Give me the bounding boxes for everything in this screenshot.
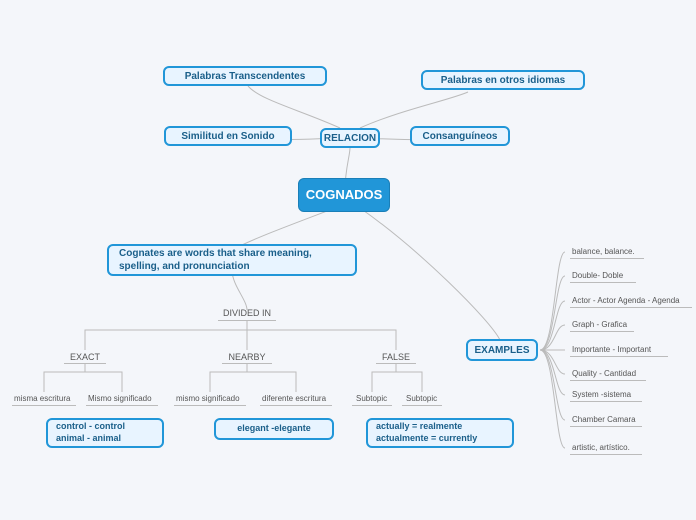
nearby-sub-1: diferente escritura (262, 394, 326, 403)
nearby-sub-0: mismo significado (176, 394, 240, 403)
relacion-node: RELACION (320, 128, 380, 148)
example-item-7: Chamber Camara (572, 415, 636, 424)
false-example: actually = realmente actualmente = curre… (366, 418, 514, 448)
exact-example: control - control animal - animal (46, 418, 164, 448)
example-item-8: artistic, artístico. (572, 443, 630, 452)
nearby-example: elegant -elegante (214, 418, 334, 440)
example-item-3: Graph - Grafica (572, 320, 627, 329)
type-exact: EXACT (68, 352, 102, 362)
false-sub-1: Subtopic (406, 394, 437, 403)
root-node: COGNADOS (298, 178, 390, 212)
definition-node: Cognates are words that share meaning, s… (107, 244, 357, 276)
divided-label: DIVIDED IN (220, 308, 274, 318)
example-item-2: Actor - Actor Agenda - Agenda (572, 296, 680, 305)
type-nearby: NEARBY (228, 352, 266, 362)
relacion-child-2: Similitud en Sonido (164, 126, 292, 146)
examples-node: EXAMPLES (466, 339, 538, 361)
example-item-6: System -sistema (572, 390, 631, 399)
relacion-child-0: Palabras Transcendentes (163, 66, 327, 86)
example-item-4: Importante - Important (572, 345, 651, 354)
example-item-0: balance, balance. (572, 247, 635, 256)
exact-sub-0: misma escritura (14, 394, 70, 403)
relacion-child-3: Consanguíneos (410, 126, 510, 146)
exact-sub-1: Mismo significado (88, 394, 152, 403)
example-item-5: Quality - Cantidad (572, 369, 636, 378)
type-false: FALSE (382, 352, 410, 362)
example-item-1: Double- Doble (572, 271, 623, 280)
false-sub-0: Subtopic (356, 394, 387, 403)
relacion-child-1: Palabras en otros idiomas (421, 70, 585, 90)
